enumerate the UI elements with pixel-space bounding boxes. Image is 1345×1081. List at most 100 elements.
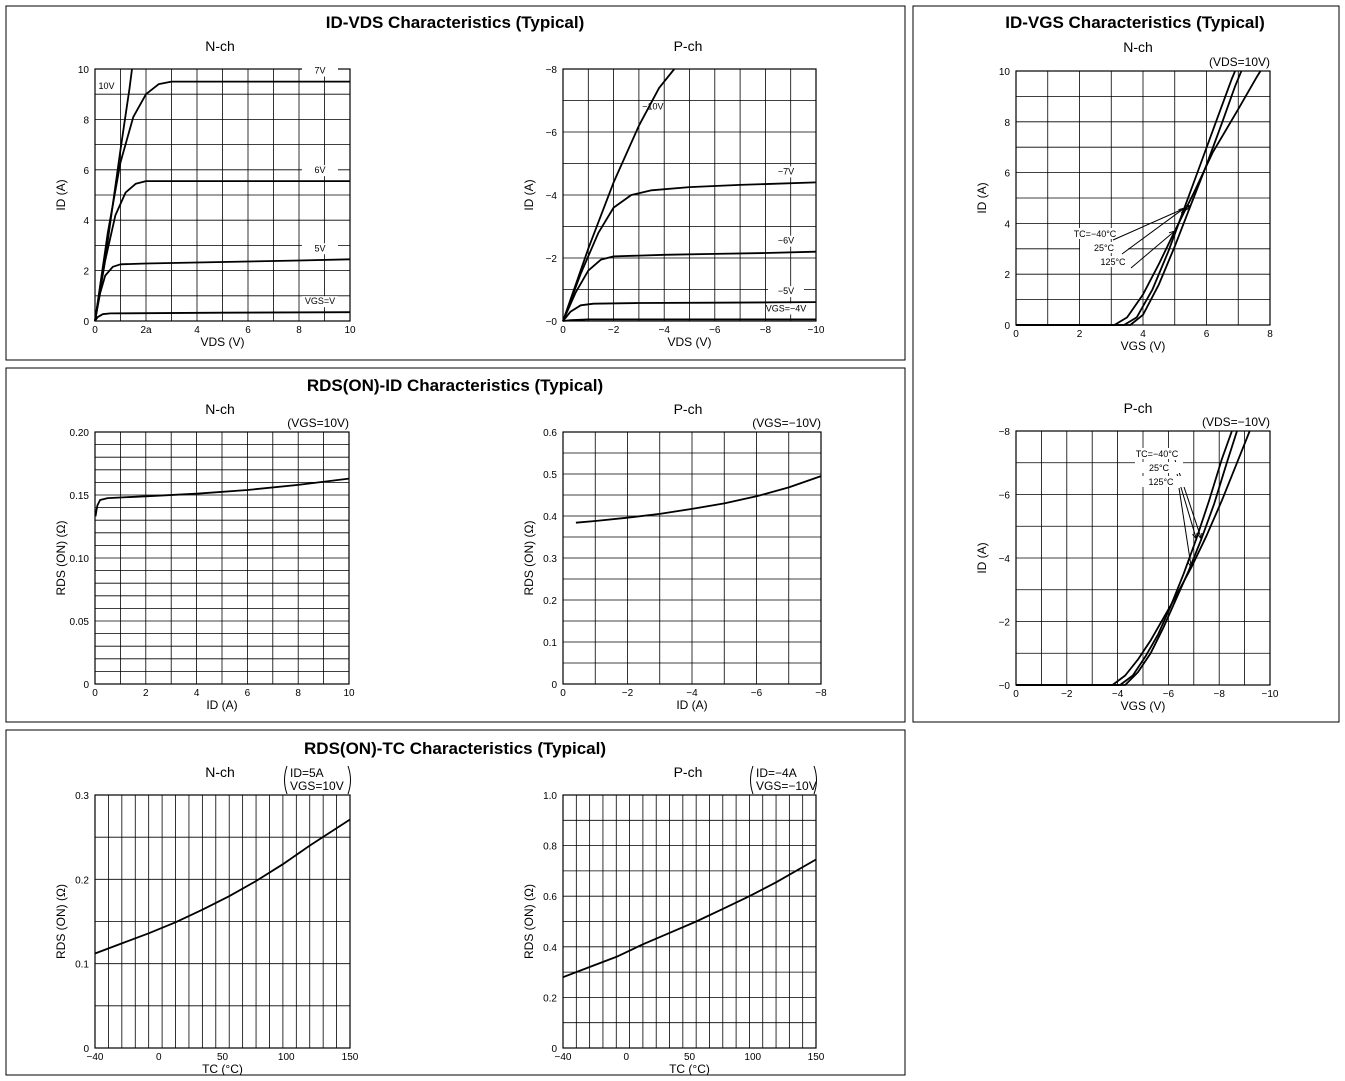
series-line-0: [1016, 70, 1243, 326]
series-line-2: [1016, 430, 1251, 686]
panel-title-idvgs: ID-VGS Characteristics (Typical): [1005, 13, 1265, 32]
y-tick-label: −0: [546, 317, 558, 328]
temperature-annotation: 25°C: [1094, 243, 1115, 253]
x-tick-label: 0: [623, 1052, 629, 1063]
y-tick-label: 0.05: [70, 617, 90, 628]
chart-idvds_n: N-ch 0 2a 4 6 8 10 0 2 4 6 8 10 VDS (V) ID (A) 10V 7V 6V 5…: [54, 38, 356, 349]
series-line-4: [94, 311, 351, 322]
y-tick-label: 2: [83, 267, 89, 278]
condition-line-1: ID=−4A: [756, 766, 797, 780]
annotation-bg: [1080, 242, 1128, 253]
curve-label: 7V: [314, 66, 325, 76]
series-line-0: [575, 475, 822, 524]
y-tick-label: 10: [999, 67, 1011, 78]
x-tick-label: −4: [1112, 689, 1124, 700]
y-tick-label: 0.2: [543, 993, 557, 1004]
chart-subtitle: P-ch: [674, 764, 703, 780]
y-tick-label: −8: [999, 427, 1011, 438]
x-tick-label: 0: [92, 688, 98, 699]
y-tick-label: −4: [546, 191, 558, 202]
x-axis-label: VDS (V): [667, 335, 711, 349]
x-tick-label: −6: [751, 688, 763, 699]
x-tick-label: 0: [156, 1052, 162, 1063]
x-tick-label: 0: [560, 688, 566, 699]
condition-label: (VGS=−10V): [752, 416, 821, 430]
panel-title-rdsid: RDS(ON)-ID Characteristics (Typical): [307, 376, 603, 395]
x-tick-label: 8: [296, 325, 302, 336]
annotation-arrow: [1174, 459, 1202, 540]
panel-frame-idvgs: [912, 5, 1340, 723]
plot-frame: [562, 68, 817, 322]
y-tick-label: 6: [1004, 169, 1010, 180]
y-tick-label: 4: [1004, 219, 1010, 230]
y-axis-label: ID (A): [54, 179, 68, 210]
chart-subtitle: N-ch: [1123, 39, 1153, 55]
curve-label-bg: [768, 235, 804, 247]
x-tick-label: 10: [343, 688, 355, 699]
y-tick-label: 0.15: [70, 491, 90, 502]
x-tick-label: 6: [245, 325, 251, 336]
x-tick-label: 8: [1267, 329, 1273, 340]
arrow-head: [1178, 207, 1186, 214]
y-tick-label: 8: [83, 115, 89, 126]
y-tick-label: 6: [83, 166, 89, 177]
condition-label: (VDS=10V): [1209, 55, 1270, 69]
arrow-head: [1168, 230, 1176, 237]
y-tick-label: 10: [78, 65, 90, 76]
y-tick-label: −2: [999, 618, 1011, 629]
y-tick-label: −2: [546, 254, 558, 265]
temperature-annotation: TC=−40°C: [1074, 229, 1117, 239]
paren-right: [813, 765, 817, 795]
plot-frame: [94, 794, 351, 1049]
arrow-head: [1197, 532, 1203, 541]
annotation-bg: [1071, 228, 1119, 239]
x-axis-label: ID (A): [676, 698, 707, 712]
x-axis-label: TC (°C): [202, 1062, 243, 1076]
y-tick-label: −4: [999, 554, 1011, 565]
y-tick-label: 0.3: [75, 791, 89, 802]
y-tick-label: 2: [1004, 270, 1010, 281]
x-tick-label: 6: [245, 688, 251, 699]
annotation-bg: [1089, 256, 1137, 267]
chart-subtitle: P-ch: [674, 401, 703, 417]
annotation-bg: [1133, 448, 1181, 459]
series-line-2: [94, 180, 350, 322]
plot-frame: [562, 431, 822, 685]
plot-frame: [1015, 70, 1271, 326]
x-tick-label: −4: [658, 325, 670, 336]
y-axis-label: RDS (ON) (Ω): [54, 884, 68, 959]
panel-frame-rdstc: [5, 729, 906, 1076]
paren-right: [347, 765, 351, 795]
curve-label: −6V: [778, 236, 794, 246]
temperature-annotation: TC=−40°C: [1136, 449, 1179, 459]
panel-frame-idvds: [5, 5, 906, 361]
chart-subtitle: P-ch: [1124, 400, 1153, 416]
x-axis-label: VGS (V): [1121, 339, 1166, 353]
chart-idvds_p: P-ch 0 −2 −4 −6 −8 −10 −0 −2 −4 −6 −8 VDS (V) ID (A) −…: [522, 38, 825, 349]
curve-label: −10V: [642, 102, 663, 112]
x-tick-label: 4: [194, 325, 200, 336]
x-tick-label: 2: [143, 688, 149, 699]
y-tick-label: 0.20: [70, 428, 90, 439]
series-line-3: [562, 301, 817, 322]
arrow-head: [1184, 205, 1192, 211]
y-tick-label: 0: [83, 317, 89, 328]
x-tick-label: −6: [1163, 689, 1175, 700]
y-axis-label: ID (A): [975, 542, 989, 573]
panel-frame-rdsid: [5, 367, 906, 723]
x-tick-label: −40: [87, 1052, 104, 1063]
x-tick-label: −10: [1262, 689, 1279, 700]
x-tick-label: −2: [608, 325, 620, 336]
series-line-2: [562, 250, 817, 322]
x-tick-label: −10: [808, 325, 825, 336]
annotation-bg: [1135, 462, 1183, 473]
series-line-0: [562, 68, 676, 322]
x-axis-label: ID (A): [206, 698, 237, 712]
x-tick-label: −4: [686, 688, 698, 699]
chart-idvgs_n: N-ch (VDS=10V) 0 2 4 6 8 0 2 4 6 8 10 VGS (V) ID (A) TC…: [975, 39, 1273, 353]
series-line-0: [562, 858, 817, 979]
chart-subtitle: N-ch: [205, 38, 235, 54]
y-tick-label: 0: [551, 1044, 557, 1055]
x-tick-label: 150: [342, 1052, 359, 1063]
